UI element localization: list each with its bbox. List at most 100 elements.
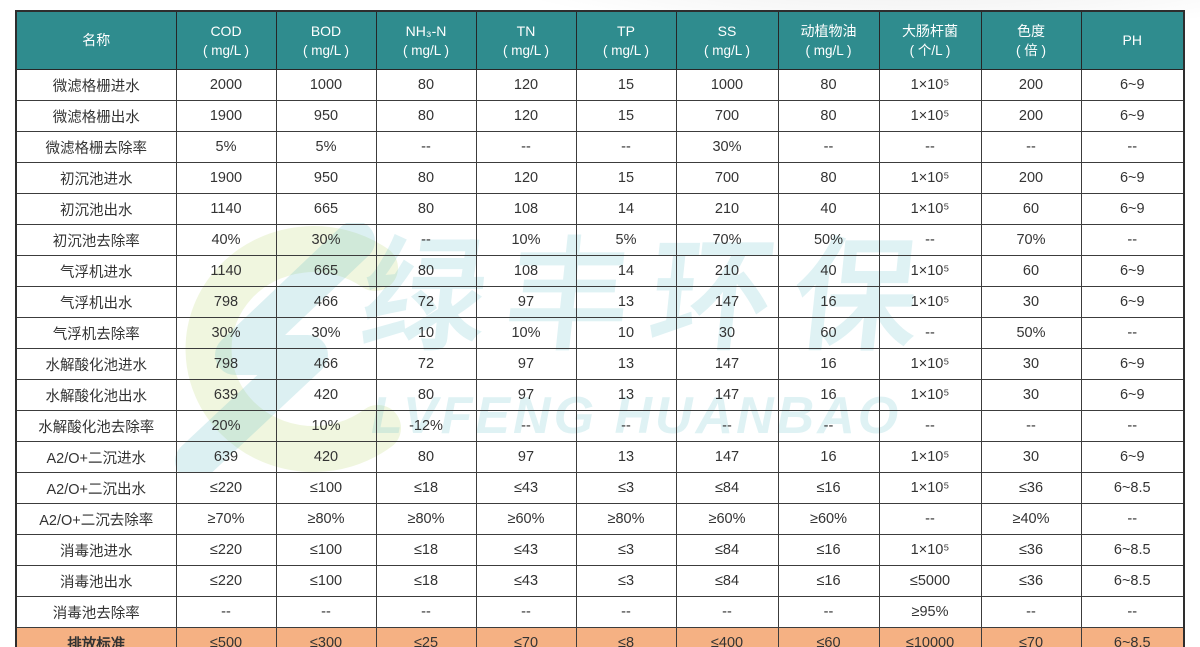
cell: 6~9 [1080, 379, 1185, 411]
table-row: 微滤格栅进水 2000 1000 80 120 15 1000 80 1×10⁵ 200 6~9 [15, 69, 1185, 101]
column-header: PH [1080, 10, 1185, 70]
cell: 80 [777, 69, 880, 101]
cell: 1×10⁵ [878, 534, 982, 566]
cell: ≤3 [575, 472, 677, 504]
cell: ≤60 [777, 627, 880, 647]
cell: 80 [375, 441, 477, 473]
cell: -- [375, 131, 477, 163]
cell: 10 [575, 317, 677, 349]
row-label: 水解酸化池去除率 [15, 410, 177, 442]
cell: 70% [980, 224, 1082, 256]
cell: 30% [175, 317, 277, 349]
cell: -- [1080, 131, 1185, 163]
cell: 40% [175, 224, 277, 256]
cell: 5% [275, 131, 377, 163]
cell: 30 [980, 348, 1082, 380]
row-label: 微滤格栅进水 [15, 69, 177, 101]
row-label: A2/O+二沉出水 [15, 472, 177, 504]
cell: -- [980, 131, 1082, 163]
cell: 798 [175, 348, 277, 380]
table-row: 初沉池去除率 40% 30% -- 10% 5% 70% 50% -- 70% -- [15, 224, 1185, 256]
cell: ≤25 [375, 627, 477, 647]
row-label: 气浮机进水 [15, 255, 177, 287]
cell: 13 [575, 348, 677, 380]
table-row: 气浮机出水 798 466 72 97 13 147 16 1×10⁵ 30 6~9 [15, 286, 1185, 318]
cell: 14 [575, 193, 677, 225]
header-row: 名称 COD( mg/L ) BOD( mg/L ) NH₃-N( mg/L ) TN(… [15, 10, 1185, 70]
table-header: 名称 COD( mg/L ) BOD( mg/L ) NH₃-N( mg/L ) TN(… [15, 10, 1185, 70]
cell: 798 [175, 286, 277, 318]
cell: 6~9 [1080, 348, 1185, 380]
cell: 20% [175, 410, 277, 442]
column-header: TN( mg/L ) [475, 10, 577, 70]
cell: 1×10⁵ [878, 162, 982, 194]
cell: 950 [275, 162, 377, 194]
cell: ≤43 [475, 472, 577, 504]
column-header: TP( mg/L ) [575, 10, 677, 70]
row-label: 初沉池进水 [15, 162, 177, 194]
cell: ≤36 [980, 534, 1082, 566]
cell: 210 [675, 193, 779, 225]
cell: ≥80% [375, 503, 477, 535]
cell: 10 [375, 317, 477, 349]
cell: 6~9 [1080, 441, 1185, 473]
cell: 120 [475, 162, 577, 194]
cell: ≤3 [575, 534, 677, 566]
cell: 665 [275, 255, 377, 287]
cell: 13 [575, 286, 677, 318]
cell: -- [1080, 317, 1185, 349]
cell: 30 [980, 379, 1082, 411]
cell: 1×10⁵ [878, 69, 982, 101]
column-header: 色度( 倍 ) [980, 10, 1082, 70]
cell: ≤84 [675, 534, 779, 566]
cell: ≤84 [675, 565, 779, 597]
cell: 16 [777, 348, 880, 380]
cell: 80 [375, 255, 477, 287]
cell: ≥95% [878, 596, 982, 628]
cell: -- [878, 317, 982, 349]
cell: ≤18 [375, 472, 477, 504]
cell: -- [980, 596, 1082, 628]
cell: 700 [675, 162, 779, 194]
row-label: 微滤格栅去除率 [15, 131, 177, 163]
cell: 147 [675, 441, 779, 473]
cell: -- [375, 224, 477, 256]
cell: ≤220 [175, 565, 277, 597]
cell: 6~9 [1080, 255, 1185, 287]
cell: 200 [980, 100, 1082, 132]
cell: 1×10⁵ [878, 472, 982, 504]
cell: -12% [375, 410, 477, 442]
cell: ≤500 [175, 627, 277, 647]
cell: ≤16 [777, 565, 880, 597]
cell: 1900 [175, 162, 277, 194]
cell: 50% [777, 224, 880, 256]
cell: 13 [575, 441, 677, 473]
table-row: 初沉池出水 1140 665 80 108 14 210 40 1×10⁵ 60 6~9 [15, 193, 1185, 225]
cell: 1×10⁵ [878, 286, 982, 318]
table-row: 初沉池进水 1900 950 80 120 15 700 80 1×10⁵ 200 6~9 [15, 162, 1185, 194]
cell: ≤220 [175, 534, 277, 566]
cell: -- [175, 596, 277, 628]
row-label: 气浮机去除率 [15, 317, 177, 349]
cell: ≤70 [980, 627, 1082, 647]
table-row: 微滤格栅去除率 5% 5% -- -- -- 30% -- -- -- -- [15, 131, 1185, 163]
cell: ≤18 [375, 534, 477, 566]
cell: ≥60% [777, 503, 880, 535]
cell: -- [878, 410, 982, 442]
cell: 1140 [175, 193, 277, 225]
cell: 700 [675, 100, 779, 132]
cell: ≤36 [980, 472, 1082, 504]
cell: 420 [275, 441, 377, 473]
cell: ≥80% [275, 503, 377, 535]
column-header: 动植物油( mg/L ) [777, 10, 880, 70]
row-label: 消毒池去除率 [15, 596, 177, 628]
cell: -- [878, 503, 982, 535]
cell: -- [1080, 503, 1185, 535]
cell: 210 [675, 255, 779, 287]
cell: ≤43 [475, 534, 577, 566]
cell: -- [275, 596, 377, 628]
cell: 97 [475, 286, 577, 318]
table-row: 水解酸化池进水 798 466 72 97 13 147 16 1×10⁵ 30 6~9 [15, 348, 1185, 380]
cell: 80 [375, 100, 477, 132]
cell: 15 [575, 162, 677, 194]
